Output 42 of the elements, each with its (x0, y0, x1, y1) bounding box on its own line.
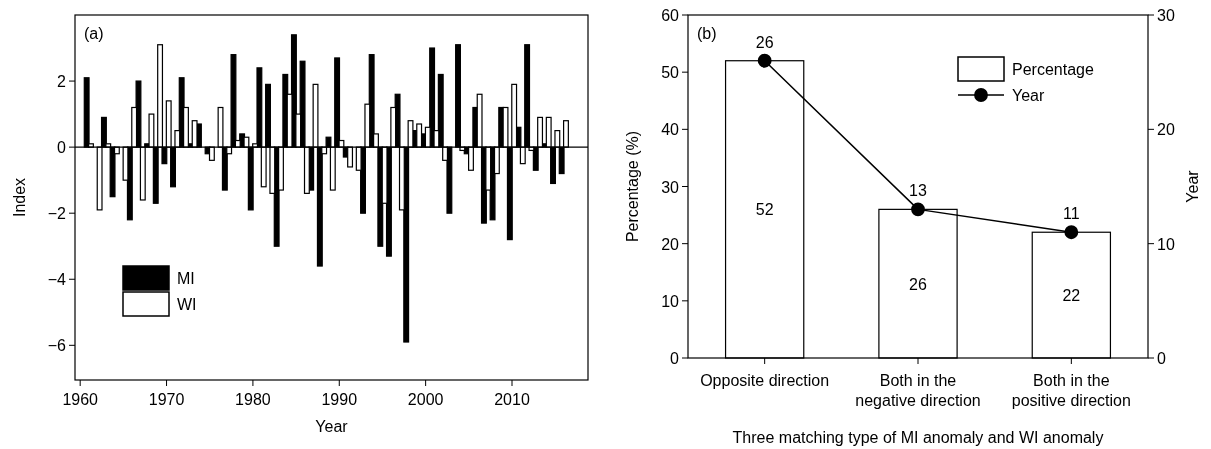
y2-tick-label: 30 (1157, 7, 1175, 24)
annotation: (b) (697, 25, 717, 42)
data-label: 26 (909, 275, 927, 293)
legend-label: MI (177, 270, 195, 287)
y2-tick-label: 0 (1157, 350, 1166, 367)
x-tick-label: 1970 (148, 391, 185, 408)
y-tick-label: −6 (47, 337, 67, 355)
legend-label: WI (177, 296, 197, 313)
y-tick-label: 10 (661, 292, 680, 310)
y-tick-label: −4 (47, 271, 67, 289)
annotation: (a) (84, 25, 104, 42)
x-axis-title: Three matching type of MI anomaly and WI anomaly (732, 429, 1104, 446)
y-axis-title: Percentage (%) (624, 130, 641, 243)
y-tick-label: 40 (661, 121, 680, 139)
x-tick-label: 2010 (494, 391, 530, 408)
data-label: 22 (1062, 287, 1081, 305)
x-axis-title: Year (315, 418, 349, 435)
data-label: 26 (755, 33, 774, 51)
y-tick-label: 60 (661, 7, 680, 24)
x-tick-label: 2000 (407, 391, 444, 408)
x-tick-label: 1980 (235, 391, 271, 408)
y-tick-label: 30 (661, 178, 680, 196)
data-label: 52 (755, 201, 774, 219)
x-tick-label: Opposite direction (700, 372, 830, 389)
legend-label: Percentage (1012, 61, 1094, 78)
y2-axis-title: Year (1184, 169, 1201, 203)
y-tick-label: 0 (57, 139, 67, 157)
y-axis-title: Index (11, 177, 28, 218)
y-tick-label: 2 (57, 73, 67, 91)
x-tick-label: 1960 (62, 391, 99, 408)
data-label: 11 (1063, 205, 1080, 223)
y-tick-label: −2 (47, 205, 67, 223)
y-tick-label: 50 (661, 64, 680, 82)
x-tick-label: 1990 (321, 391, 358, 408)
x-tick-label: Both in the positive direction (1011, 372, 1131, 409)
data-label: 13 (909, 182, 927, 200)
y2-tick-label: 10 (1157, 235, 1175, 253)
x-tick-label: Both in the negative direction (855, 372, 981, 409)
y2-tick-label: 20 (1157, 121, 1175, 139)
y-tick-label: 0 (670, 350, 680, 367)
y-tick-label: 20 (661, 235, 680, 253)
legend-label: Year (1012, 87, 1045, 104)
